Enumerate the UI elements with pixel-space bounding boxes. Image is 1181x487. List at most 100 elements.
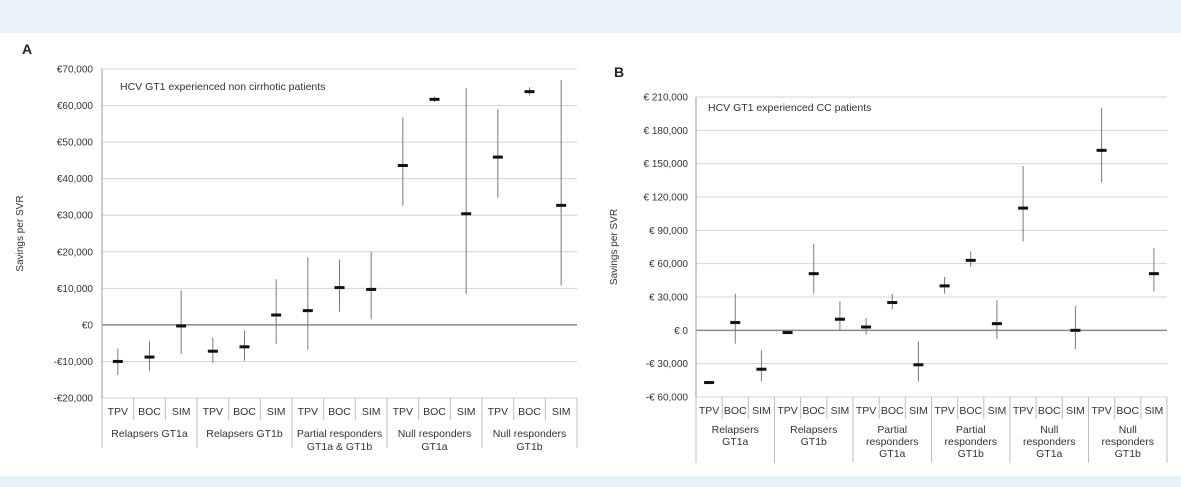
y-tick-label: € 90,000 <box>649 226 688 237</box>
x-category-label: BOC <box>1116 405 1139 417</box>
y-tick-label: € 30,000 <box>649 293 688 304</box>
y-tick-label: € 120,000 <box>644 193 689 204</box>
x-group-label: Relapsers GT1b <box>790 424 837 448</box>
x-category-label: SIM <box>267 406 286 418</box>
point-marker <box>302 309 313 313</box>
point-marker <box>834 317 845 321</box>
y-tick-label: -€20,000 <box>54 394 94 405</box>
point-marker <box>1096 148 1107 152</box>
point-marker <box>271 313 282 317</box>
y-tick-label: €40,000 <box>57 174 94 185</box>
point-marker <box>144 355 155 359</box>
x-group-label: Partial responders GT1a <box>866 424 919 460</box>
panel-label: B <box>614 64 624 80</box>
top-band <box>0 0 1181 33</box>
point-marker <box>239 345 250 349</box>
x-category-label: SIM <box>457 406 476 418</box>
x-group-label: Relapsers GT1a <box>712 424 759 448</box>
point-marker <box>176 324 187 328</box>
x-category-label: BOC <box>724 405 747 417</box>
y-tick-label: € 150,000 <box>644 159 689 170</box>
y-tick-label: € 0 <box>674 326 688 337</box>
point-marker <box>887 301 898 305</box>
y-tick-label: €0 <box>82 320 94 331</box>
point-marker <box>556 203 567 207</box>
x-group-label: Null responders GT1a <box>1023 424 1076 460</box>
x-category-label: TPV <box>298 406 318 418</box>
panel-label: A <box>22 41 32 57</box>
point-marker <box>991 322 1002 326</box>
y-tick-label: € 210,000 <box>644 93 689 104</box>
point-marker <box>965 258 976 262</box>
x-category-label: TPV <box>856 405 876 417</box>
chart-title: HCV GT1 experienced non cirrhotic patien… <box>120 81 325 93</box>
x-category-label: BOC <box>328 406 351 418</box>
x-category-label: TPV <box>699 405 719 417</box>
x-category-label: BOC <box>518 406 541 418</box>
point-marker <box>1070 328 1081 332</box>
point-marker <box>704 381 715 385</box>
y-tick-label: -€10,000 <box>54 357 94 368</box>
x-category-label: SIM <box>988 405 1007 417</box>
point-marker <box>861 325 872 329</box>
x-category-label: TPV <box>1091 405 1111 417</box>
y-tick-label: -€ 60,000 <box>646 393 689 404</box>
y-tick-label: €70,000 <box>57 65 94 76</box>
y-tick-label: € 180,000 <box>644 126 689 137</box>
point-marker <box>1148 272 1159 276</box>
x-category-label: SIM <box>172 406 191 418</box>
x-category-label: SIM <box>909 405 928 417</box>
x-group-label: Partial responders GT1b <box>944 424 997 460</box>
x-group-label: Null responders GT1b <box>1101 424 1154 460</box>
x-category-label: TPV <box>777 405 797 417</box>
point-marker <box>524 90 535 94</box>
point-marker <box>366 287 377 291</box>
y-axis-label: Savings per SVR <box>15 195 26 271</box>
y-tick-label: €20,000 <box>57 247 94 258</box>
chart-title: HCV GT1 experienced CC patients <box>708 102 871 114</box>
point-marker <box>756 367 767 371</box>
point-marker <box>808 272 819 276</box>
point-marker <box>397 164 408 168</box>
x-category-label: BOC <box>233 406 256 418</box>
x-category-label: SIM <box>752 405 771 417</box>
x-category-label: TPV <box>934 405 954 417</box>
point-marker <box>782 331 793 335</box>
x-category-label: BOC <box>959 405 982 417</box>
x-category-label: BOC <box>138 406 161 418</box>
point-marker <box>334 286 345 290</box>
x-category-label: BOC <box>802 405 825 417</box>
x-category-label: SIM <box>831 405 850 417</box>
x-category-label: TPV <box>488 406 508 418</box>
chart-panel-a: A -€20,000 -€10,000 €0 €10,000 €20,000 €30,000… <box>15 41 578 453</box>
y-tick-label: € 60,000 <box>649 259 688 270</box>
x-group-label: Null responders GT1a <box>398 428 472 453</box>
point-marker <box>939 284 950 288</box>
bottom-band <box>0 476 1181 487</box>
x-group-label: Partial responders GT1a & GT1b <box>297 428 382 453</box>
x-category-label: TPV <box>203 406 223 418</box>
point-marker <box>1018 206 1029 210</box>
x-group-label: Null responders GT1b <box>493 428 567 453</box>
x-category-label: BOC <box>1038 405 1061 417</box>
x-category-label: SIM <box>362 406 381 418</box>
x-category-label: SIM <box>1066 405 1085 417</box>
x-category-label: SIM <box>552 406 571 418</box>
y-axis-label: Savings per SVR <box>609 209 620 285</box>
y-tick-label: €30,000 <box>57 211 94 222</box>
y-tick-label: €10,000 <box>57 284 94 295</box>
point-marker <box>492 155 503 159</box>
x-category-label: TPV <box>393 406 413 418</box>
x-category-label: TPV <box>1013 405 1033 417</box>
point-marker <box>429 97 440 101</box>
chart-panel-b: B -€ 60,000 -€ 30,000 € 0 € 30,000 € 60,000 € … <box>609 64 1168 463</box>
x-category-label: BOC <box>423 406 446 418</box>
y-tick-label: €60,000 <box>57 101 94 112</box>
point-marker <box>913 363 924 367</box>
x-category-label: TPV <box>108 406 128 418</box>
point-marker <box>112 359 123 363</box>
point-marker <box>730 321 741 325</box>
x-category-label: BOC <box>881 405 904 417</box>
point-marker <box>207 349 218 353</box>
